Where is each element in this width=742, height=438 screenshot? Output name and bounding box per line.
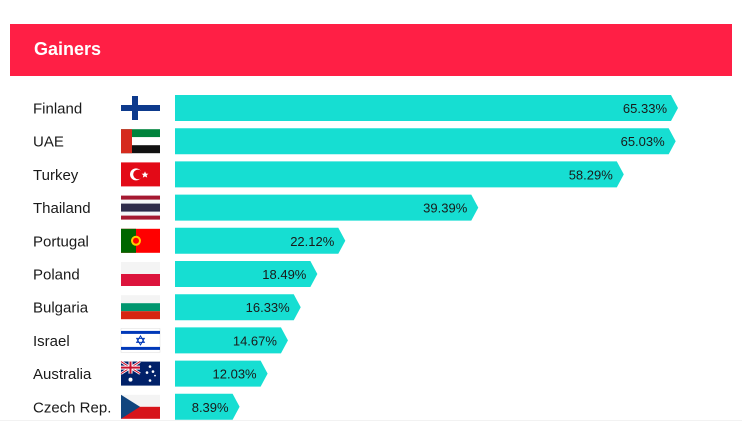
chart-header: Gainers — [10, 24, 732, 76]
bar — [175, 294, 301, 321]
data-label: 8.39% — [192, 400, 229, 415]
chart-row: Israel 14.67% — [33, 327, 288, 354]
bottom-divider — [0, 420, 742, 421]
category-label: Turkey — [33, 167, 79, 184]
chart-row: Poland 18.49% — [33, 261, 318, 287]
bar — [175, 194, 479, 221]
chart-row: Thailand 39.39% — [33, 194, 479, 221]
portugal-flag-icon — [121, 228, 160, 253]
data-label: 22.12% — [290, 234, 335, 249]
chart-row: Portugal 22.12% — [33, 227, 346, 254]
bar — [175, 393, 240, 420]
data-label: 39.39% — [423, 201, 468, 216]
chart-row: Czech Rep. 8.39% — [33, 393, 240, 420]
category-label: Finland — [33, 101, 82, 118]
data-label: 18.49% — [262, 267, 307, 282]
category-label: Bulgaria — [33, 300, 89, 317]
bar — [175, 360, 268, 387]
data-label: 12.03% — [213, 367, 258, 382]
data-label: 65.03% — [621, 134, 666, 149]
thailand-flag-icon — [121, 195, 160, 220]
bar — [175, 128, 676, 155]
australia-flag-icon — [120, 360, 160, 386]
chart-row: Bulgaria 16.33% — [33, 294, 301, 321]
finland-flag-icon — [121, 96, 160, 120]
data-label: 65.33% — [623, 101, 668, 116]
bulgaria-flag-icon — [121, 295, 160, 320]
turkey-flag-icon — [121, 162, 160, 187]
chart-row: Australia 12.03% — [33, 360, 268, 387]
category-label: Poland — [33, 267, 80, 284]
bar — [175, 161, 624, 188]
chart-title: Gainers — [34, 39, 102, 59]
category-label: Israel — [33, 333, 70, 350]
czech-flag-icon — [121, 394, 160, 419]
category-label: UAE — [33, 134, 64, 151]
category-label: Czech Rep. — [33, 399, 111, 416]
poland-flag-icon — [121, 262, 160, 286]
category-label: Thailand — [33, 200, 91, 217]
bar — [175, 327, 288, 354]
data-label: 14.67% — [233, 333, 278, 348]
bar — [175, 261, 318, 287]
chart-row: UAE 65.03% — [33, 128, 676, 155]
israel-flag-icon — [120, 328, 161, 353]
data-label: 16.33% — [246, 300, 291, 315]
chart-row: Finland 65.33% — [33, 95, 678, 121]
chart-row: Turkey 58.29% — [33, 161, 624, 188]
bar — [175, 227, 346, 254]
data-label: 58.29% — [569, 167, 614, 182]
uae-flag-icon — [121, 129, 160, 154]
category-label: Portugal — [33, 233, 89, 250]
bar — [175, 95, 678, 121]
category-label: Australia — [33, 366, 92, 383]
